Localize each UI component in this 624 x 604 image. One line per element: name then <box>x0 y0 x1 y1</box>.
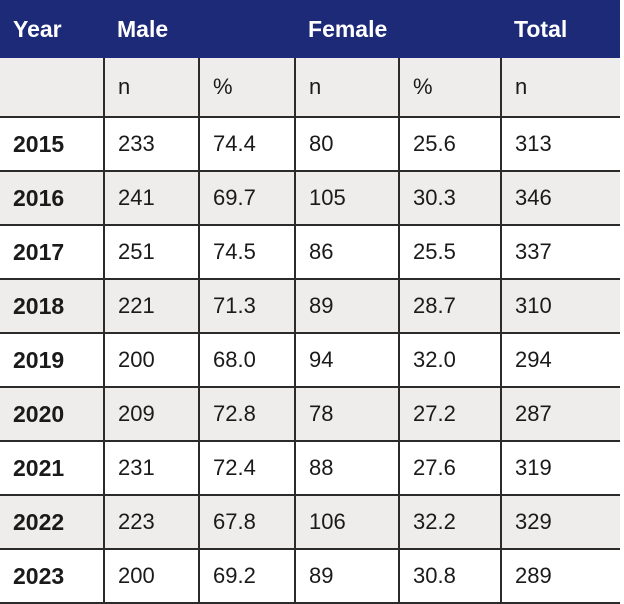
total-n-cell: 310 <box>500 279 621 334</box>
female-n-cell: 78 <box>294 387 400 442</box>
male-percent-cell: 67.8 <box>197 495 296 550</box>
year-cell: 2023 <box>0 549 104 604</box>
female-percent-cell: 27.2 <box>398 387 502 442</box>
male-n-cell: 233 <box>103 117 199 172</box>
male-n-cell: 231 <box>103 441 199 496</box>
total-n-cell: 319 <box>500 441 621 496</box>
female-percent-cell: 30.8 <box>398 549 502 604</box>
total-n-cell: 294 <box>500 333 621 388</box>
female-n-cell: 88 <box>294 441 400 496</box>
table-row: 2022 223 67.8 106 32.2 329 <box>0 495 621 550</box>
table-row: 2017 251 74.5 86 25.5 337 <box>0 225 621 280</box>
year-cell: 2015 <box>0 117 104 172</box>
table-row: 2016 241 69.7 105 30.3 346 <box>0 171 621 226</box>
male-n-cell: 209 <box>103 387 199 442</box>
subheader-total-n: n <box>500 58 621 118</box>
year-cell: 2016 <box>0 171 104 226</box>
subheader-female-percent: % <box>398 58 502 118</box>
male-n-cell: 200 <box>103 549 199 604</box>
female-n-cell: 86 <box>294 225 400 280</box>
header-group-row: Year Male Female Total <box>0 0 621 58</box>
female-percent-cell: 28.7 <box>398 279 502 334</box>
year-cell: 2020 <box>0 387 104 442</box>
male-n-cell: 200 <box>103 333 199 388</box>
male-percent-cell: 72.4 <box>197 441 296 496</box>
total-n-cell: 289 <box>500 549 621 604</box>
male-percent-cell: 74.4 <box>197 117 296 172</box>
male-percent-cell: 68.0 <box>197 333 296 388</box>
male-percent-cell: 69.7 <box>197 171 296 226</box>
female-n-cell: 105 <box>294 171 400 226</box>
subheader-row: n % n % n <box>0 58 621 118</box>
female-percent-cell: 32.2 <box>398 495 502 550</box>
female-percent-cell: 25.6 <box>398 117 502 172</box>
male-percent-cell: 71.3 <box>197 279 296 334</box>
female-percent-cell: 30.3 <box>398 171 502 226</box>
subheader-female-n: n <box>294 58 400 118</box>
table-row: 2018 221 71.3 89 28.7 310 <box>0 279 621 334</box>
female-percent-cell: 25.5 <box>398 225 502 280</box>
table-row: 2020 209 72.8 78 27.2 287 <box>0 387 621 442</box>
total-n-cell: 337 <box>500 225 621 280</box>
female-n-cell: 89 <box>294 549 400 604</box>
subheader-year <box>0 58 104 118</box>
subheader-male-n: n <box>103 58 199 118</box>
header-female: Female <box>295 0 502 58</box>
female-n-cell: 94 <box>294 333 400 388</box>
male-n-cell: 241 <box>103 171 199 226</box>
year-cell: 2021 <box>0 441 104 496</box>
subheader-male-percent: % <box>197 58 296 118</box>
total-n-cell: 346 <box>500 171 621 226</box>
female-percent-cell: 27.6 <box>398 441 502 496</box>
male-n-cell: 221 <box>103 279 199 334</box>
female-percent-cell: 32.0 <box>398 333 502 388</box>
male-n-cell: 223 <box>103 495 199 550</box>
year-cell: 2017 <box>0 225 104 280</box>
table-body: 2015 233 74.4 80 25.6 313 2016 241 69.7 105 30.3 34… <box>0 117 621 604</box>
year-cell: 2019 <box>0 333 104 388</box>
female-n-cell: 80 <box>294 117 400 172</box>
header-year: Year <box>0 0 104 58</box>
table-row: 2021 231 72.4 88 27.6 319 <box>0 441 621 496</box>
male-percent-cell: 74.5 <box>197 225 296 280</box>
total-n-cell: 287 <box>500 387 621 442</box>
female-n-cell: 106 <box>294 495 400 550</box>
male-percent-cell: 69.2 <box>197 549 296 604</box>
total-n-cell: 329 <box>500 495 621 550</box>
female-n-cell: 89 <box>294 279 400 334</box>
table-row: 2015 233 74.4 80 25.6 313 <box>0 117 621 172</box>
male-percent-cell: 72.8 <box>197 387 296 442</box>
year-cell: 2022 <box>0 495 104 550</box>
table-row: 2023 200 69.2 89 30.8 289 <box>0 549 621 604</box>
male-n-cell: 251 <box>103 225 199 280</box>
total-n-cell: 313 <box>500 117 621 172</box>
year-cell: 2018 <box>0 279 104 334</box>
table-row: 2019 200 68.0 94 32.0 294 <box>0 333 621 388</box>
header-total: Total <box>501 0 621 58</box>
header-male: Male <box>104 0 296 58</box>
